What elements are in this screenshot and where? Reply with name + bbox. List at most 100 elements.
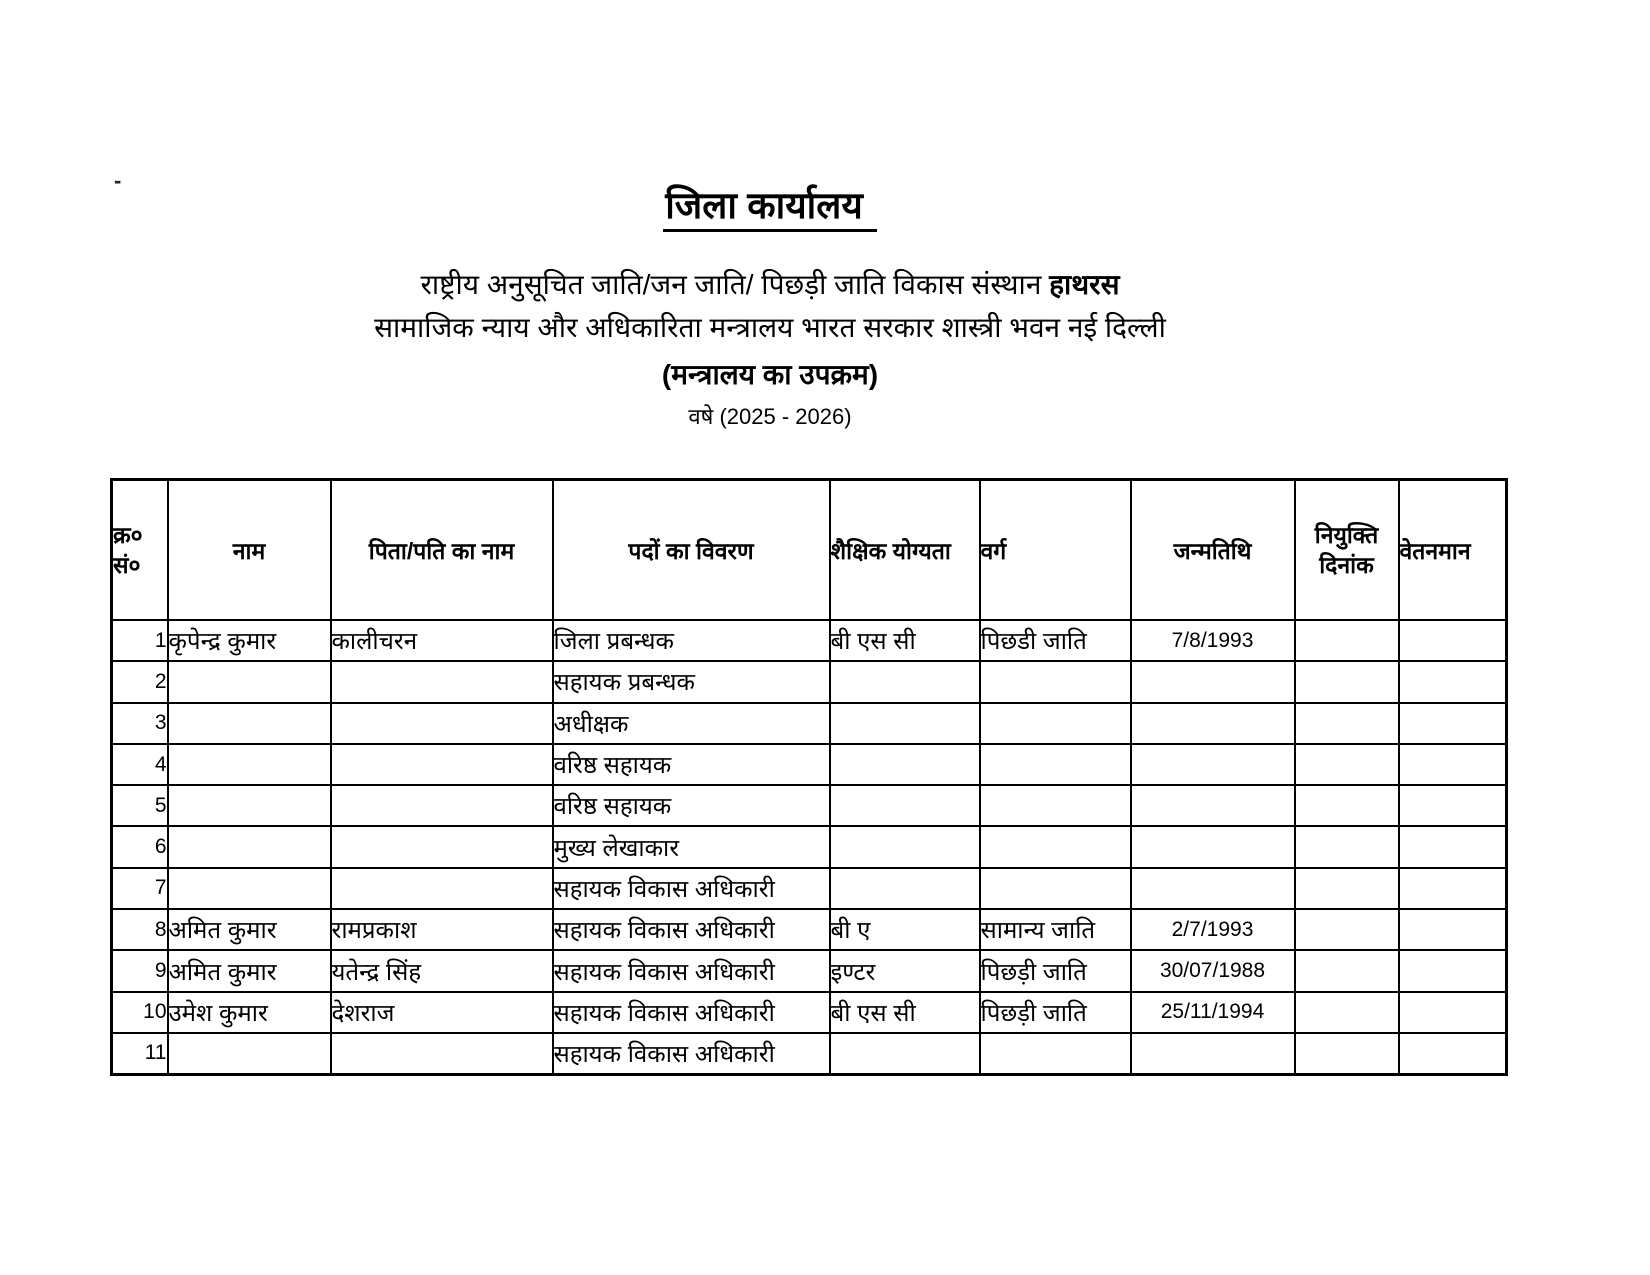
cell-father bbox=[329, 784, 554, 828]
cell-post: सहायक विकास अधिकारी bbox=[551, 908, 831, 952]
column-header-name: नाम bbox=[166, 478, 332, 621]
cell-pay bbox=[1397, 660, 1508, 704]
cell-category: पिछडी जाति bbox=[978, 618, 1132, 663]
cell-father: कालीचरन bbox=[329, 618, 554, 663]
cell-father bbox=[329, 742, 554, 787]
cell-father: रामप्रकाश bbox=[329, 908, 554, 952]
table-row: 10 उमेश कुमार देशराज सहायक विकास अधिकारी… bbox=[110, 990, 1508, 1034]
cell-education: इण्टर bbox=[828, 949, 981, 993]
stray-dash-mark: - bbox=[114, 168, 122, 193]
cell-name: अमित कुमार bbox=[166, 949, 332, 993]
cell-education bbox=[828, 701, 981, 745]
cell-pay bbox=[1397, 908, 1508, 952]
cell-dob: 7/8/1993 bbox=[1129, 618, 1296, 663]
cell-education bbox=[828, 1031, 981, 1076]
cell-name: उमेश कुमार bbox=[166, 990, 332, 1034]
cell-appointment bbox=[1293, 701, 1400, 745]
cell-pay bbox=[1397, 990, 1508, 1034]
cell-post: मुख्य लेखाकार bbox=[551, 825, 831, 869]
cell-category bbox=[978, 1031, 1132, 1076]
cell-name bbox=[166, 701, 332, 745]
cell-pay bbox=[1397, 742, 1508, 787]
cell-dob bbox=[1129, 866, 1296, 911]
column-header-education: शैक्षिक योग्यता bbox=[828, 478, 981, 621]
cell-sno: 3 bbox=[110, 701, 169, 745]
cell-sno: 6 bbox=[110, 825, 169, 869]
cell-appointment bbox=[1293, 784, 1400, 828]
cell-name bbox=[166, 866, 332, 911]
cell-post: वरिष्ठ सहायक bbox=[551, 742, 831, 787]
cell-dob: 2/7/1993 bbox=[1129, 908, 1296, 952]
header-row: क्र० सं० नाम पिता/पति का नाम पदों का विव… bbox=[110, 478, 1508, 621]
cell-pay bbox=[1397, 701, 1508, 745]
year-line: वषे (2025 - 2026) bbox=[688, 404, 852, 429]
cell-education bbox=[828, 866, 981, 911]
ministry-line: सामाजिक न्याय और अधिकारिता मन्त्रालय भार… bbox=[374, 312, 1166, 343]
org-line-text: राष्ट्रीय अनुसूचित जाति/जन जाति/ पिछड़ी … bbox=[420, 269, 1050, 300]
cell-category bbox=[978, 784, 1132, 828]
subsidiary-line: (मन्त्रालय का उपक्रम) bbox=[661, 359, 879, 390]
cell-name bbox=[166, 660, 332, 704]
cell-dob bbox=[1129, 660, 1296, 704]
cell-dob bbox=[1129, 784, 1296, 828]
cell-name bbox=[166, 825, 332, 869]
cell-dob: 30/07/1988 bbox=[1129, 949, 1296, 993]
cell-sno: 9 bbox=[110, 949, 169, 993]
table-row: 7 सहायक विकास अधिकारी bbox=[110, 866, 1508, 911]
cell-father bbox=[329, 866, 554, 911]
cell-name bbox=[166, 1031, 332, 1076]
cell-sno: 4 bbox=[110, 742, 169, 787]
cell-appointment bbox=[1293, 660, 1400, 704]
cell-sno: 2 bbox=[110, 660, 169, 704]
column-header-dob: जन्मतिथि bbox=[1129, 478, 1296, 621]
cell-father: देशराज bbox=[329, 990, 554, 1034]
cell-category: पिछड़ी जाति bbox=[978, 949, 1132, 993]
cell-name bbox=[166, 784, 332, 828]
table-row: 8 अमित कुमार रामप्रकाश सहायक विकास अधिका… bbox=[110, 908, 1508, 952]
cell-appointment bbox=[1293, 990, 1400, 1034]
cell-appointment bbox=[1293, 1031, 1400, 1076]
table-row: 5 वरिष्ठ सहायक bbox=[110, 784, 1508, 828]
cell-education: बी ए bbox=[828, 908, 981, 952]
cell-father bbox=[329, 825, 554, 869]
cell-father bbox=[329, 1031, 554, 1076]
cell-pay bbox=[1397, 949, 1508, 993]
cell-category bbox=[978, 742, 1132, 787]
org-line: राष्ट्रीय अनुसूचित जाति/जन जाति/ पिछड़ी … bbox=[0, 263, 1540, 306]
cell-appointment bbox=[1293, 908, 1400, 952]
cell-sno: 11 bbox=[110, 1031, 169, 1076]
cell-father bbox=[329, 660, 554, 704]
cell-pay bbox=[1397, 866, 1508, 911]
cell-pay bbox=[1397, 825, 1508, 869]
cell-dob: 25/11/1994 bbox=[1129, 990, 1296, 1034]
table-row: 1 कृपेन्द्र कुमार कालीचरन जिला प्रबन्धक … bbox=[110, 618, 1508, 663]
table-row: 3 अधीक्षक bbox=[110, 701, 1508, 745]
cell-appointment bbox=[1293, 949, 1400, 993]
cell-appointment bbox=[1293, 618, 1400, 663]
cell-dob bbox=[1129, 825, 1296, 869]
cell-post: सहायक विकास अधिकारी bbox=[551, 990, 831, 1034]
cell-name: कृपेन्द्र कुमार bbox=[166, 618, 332, 663]
cell-father: यतेन्द्र सिंह bbox=[329, 949, 554, 993]
cell-post: सहायक विकास अधिकारी bbox=[551, 866, 831, 911]
title-row: जिला कार्यालय bbox=[0, 178, 1540, 232]
cell-sno: 10 bbox=[110, 990, 169, 1034]
cell-pay bbox=[1397, 784, 1508, 828]
cell-sno: 1 bbox=[110, 618, 169, 663]
document-heading: जिला कार्यालय राष्ट्रीय अनुसूचित जाति/जन… bbox=[0, 178, 1540, 431]
cell-education: बी एस सी bbox=[828, 618, 981, 663]
cell-education bbox=[828, 825, 981, 869]
cell-pay bbox=[1397, 1031, 1508, 1076]
cell-pay bbox=[1397, 618, 1508, 663]
column-header-category: वर्ग bbox=[978, 478, 1132, 621]
table-row: 11 सहायक विकास अधिकारी bbox=[110, 1031, 1508, 1076]
column-header-appointment-date: नियुक्ति दिनांक bbox=[1293, 478, 1400, 621]
cell-category: पिछड़ी जाति bbox=[978, 990, 1132, 1034]
cell-category bbox=[978, 866, 1132, 911]
column-header-father-husband: पिता/पति का नाम bbox=[329, 478, 554, 621]
column-header-serial: क्र० सं० bbox=[110, 478, 169, 621]
cell-category bbox=[978, 701, 1132, 745]
cell-sno: 8 bbox=[110, 908, 169, 952]
cell-sno: 5 bbox=[110, 784, 169, 828]
